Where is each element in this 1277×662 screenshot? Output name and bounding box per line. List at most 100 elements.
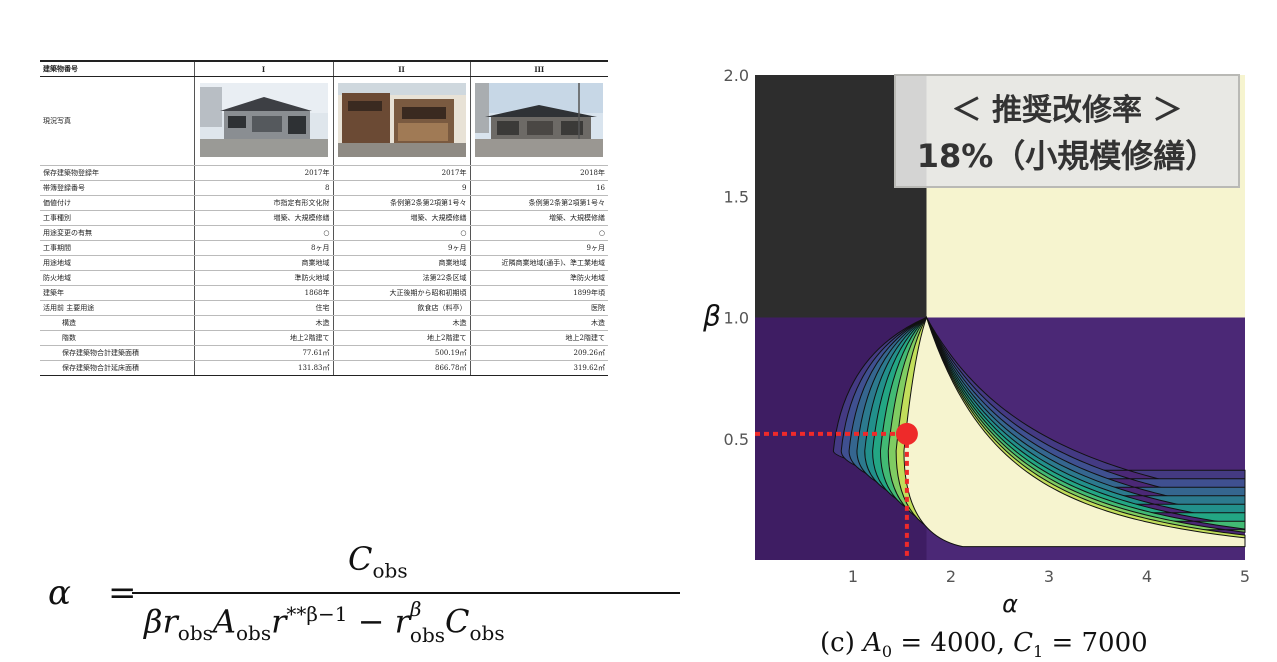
row-label: 価値付け	[40, 195, 194, 211]
header-col-3: III	[469, 60, 608, 77]
y-axis-label: β	[702, 300, 721, 333]
fraction-bar	[132, 592, 680, 594]
row-value-1: ○	[193, 225, 333, 241]
row-value-2: 法第22条区域	[332, 270, 470, 286]
row-label: 帯簿登録番号	[40, 180, 194, 196]
row-value-2: 500.19㎡	[332, 345, 470, 361]
photo-row: 現況写真	[40, 76, 608, 166]
x-tick-label: 1	[848, 567, 858, 586]
callout-title: ＜ 推奨改修率 ＞	[952, 93, 1183, 128]
row-value-1: 住宅	[193, 300, 333, 316]
formula-numerator: Cobs	[348, 540, 408, 583]
row-label: 保存建築物合計延床面積	[40, 360, 194, 376]
row-value-2: 条例第2条第2項第1号々	[332, 195, 470, 211]
row-value-3: 地上2階建て	[469, 330, 608, 346]
row-value-1: 商業地域	[193, 255, 333, 271]
row-value-3: 条例第2条第2項第1号々	[469, 195, 608, 211]
contour-chart: 1 2 3 4 5 0.5 1.0 1.5 2.0 α β ＜ 推奨改修率 ＞ 18%（小規模修繕）	[702, 66, 1250, 618]
row-value-2: 飲食店（料亭）	[332, 300, 470, 316]
row-value-1: 市指定有形文化財	[193, 195, 333, 211]
x-tick-label: 4	[1142, 567, 1152, 586]
x-tick-label: 2	[946, 567, 956, 586]
table-header-row: 建築物番号 I II III	[40, 60, 608, 77]
table-row: 価値付け 市指定有形文化財 条例第2条第2項第1号々 条例第2条第2項第1号々	[40, 195, 608, 211]
formula-lhs: α	[48, 573, 71, 613]
table-row: 活用前 主要用途 住宅 飲食店（料亭） 医院	[40, 300, 608, 316]
y-tick-label: 2.0	[724, 66, 749, 85]
x-axis-label: α	[1002, 590, 1018, 618]
alpha-formula: α = Cobs βrobsAobsr**β−1 − r β obs Cobs	[48, 540, 680, 660]
row-value-2: 商業地域	[332, 255, 470, 271]
row-value-2: ○	[332, 225, 470, 241]
row-label: 活用前 主要用途	[40, 300, 194, 316]
row-value-1: 77.61㎡	[193, 345, 333, 361]
row-value-2: 2017年	[332, 165, 470, 181]
y-tick-label: 1.0	[724, 309, 749, 328]
row-value-3: 319.62㎡	[469, 360, 608, 376]
row-label: 用途地域	[40, 255, 194, 271]
row-value-3: 209.26㎡	[469, 345, 608, 361]
table-row: 用途変更の有無 ○ ○ ○	[40, 225, 608, 241]
header-col-2: II	[332, 60, 470, 77]
y-tick-label: 1.5	[724, 187, 749, 206]
formula-denominator: βrobsAobsr**β−1 − r β obs Cobs	[144, 597, 505, 648]
x-tick-label: 5	[1240, 567, 1250, 586]
row-value-1: 2017年	[193, 165, 333, 181]
row-value-1: 地上2階建て	[193, 330, 333, 346]
table-row: 保存建築物合計延床面積 131.83㎡ 866.78㎡ 319.62㎡	[40, 360, 608, 376]
row-label: 防火地域	[40, 270, 194, 286]
row-value-2: 9ヶ月	[332, 240, 470, 256]
row-value-3: 2018年	[469, 165, 608, 181]
row-value-1: 1868年	[193, 285, 333, 301]
row-value-2: 866.78㎡	[332, 360, 470, 376]
formula-equals: =	[108, 573, 137, 613]
row-value-3: 準防火地域	[469, 270, 608, 286]
row-label: 保存建築物登録年	[40, 165, 194, 181]
row-value-2: 増築、大規模修繕	[332, 210, 470, 226]
row-label: 工事期間	[40, 240, 194, 256]
row-label: 構造	[40, 315, 194, 331]
contour-band	[903, 315, 1246, 548]
building-table-panel: 建築物番号 I II III 現況写真	[40, 60, 608, 430]
table-row: 用途地域 商業地域 商業地域 近隣商業地域(通手)、準工業地域	[40, 255, 608, 271]
header-col-1: I	[193, 60, 333, 77]
building-photo-1	[193, 76, 333, 166]
table-row: 建築年 1868年 大正後期から昭和初期頃 1899年頃	[40, 285, 608, 301]
photo-row-label: 現況写真	[40, 76, 194, 166]
row-value-2: 地上2階建て	[332, 330, 470, 346]
row-value-2: 木造	[332, 315, 470, 331]
callout-value: 18%（小規模修繕）	[917, 137, 1218, 175]
row-value-3: 木造	[469, 315, 608, 331]
y-tick-label: 0.5	[724, 430, 749, 449]
row-value-3: 近隣商業地域(通手)、準工業地域	[469, 255, 608, 271]
table-row: 工事期間 8ヶ月 9ヶ月 9ヶ月	[40, 240, 608, 256]
observed-point	[895, 422, 918, 445]
table-row: 保存建築物合計建築面積 77.61㎡ 500.19㎡ 209.26㎡	[40, 345, 608, 361]
row-value-3: 9ヶ月	[469, 240, 608, 256]
row-value-3: 増築、大規模修繕	[469, 210, 608, 226]
row-value-1: 8	[193, 180, 333, 196]
table-row: 帯簿登録番号 8 9 16	[40, 180, 608, 196]
table-row: 工事種別 増築、大規模修繕 増築、大規模修繕 増築、大規模修繕	[40, 210, 608, 226]
header-label: 建築物番号	[40, 60, 194, 77]
row-value-2: 大正後期から昭和初期頃	[332, 285, 470, 301]
table-row: 保存建築物登録年 2017年 2017年 2018年	[40, 165, 608, 181]
table-row: 階数 地上2階建て 地上2階建て 地上2階建て	[40, 330, 608, 346]
building-table: 建築物番号 I II III 現況写真	[40, 60, 608, 376]
chart-caption: (c) A0 = 4000, C1 = 7000	[820, 628, 1148, 662]
building-photo-3	[469, 76, 608, 166]
row-label: 階数	[40, 330, 194, 346]
row-value-1: 準防火地域	[193, 270, 333, 286]
row-value-1: 増築、大規模修繕	[193, 210, 333, 226]
row-value-3: 医院	[469, 300, 608, 316]
row-label: 工事種別	[40, 210, 194, 226]
row-value-3: 16	[469, 180, 608, 196]
row-label: 保存建築物合計建築面積	[40, 345, 194, 361]
row-value-3: ○	[469, 225, 608, 241]
building-photo-2	[332, 76, 470, 166]
x-tick-label: 3	[1044, 567, 1054, 586]
row-value-2: 9	[332, 180, 470, 196]
row-label: 建築年	[40, 285, 194, 301]
row-value-1: 木造	[193, 315, 333, 331]
callout-box	[894, 74, 1240, 188]
